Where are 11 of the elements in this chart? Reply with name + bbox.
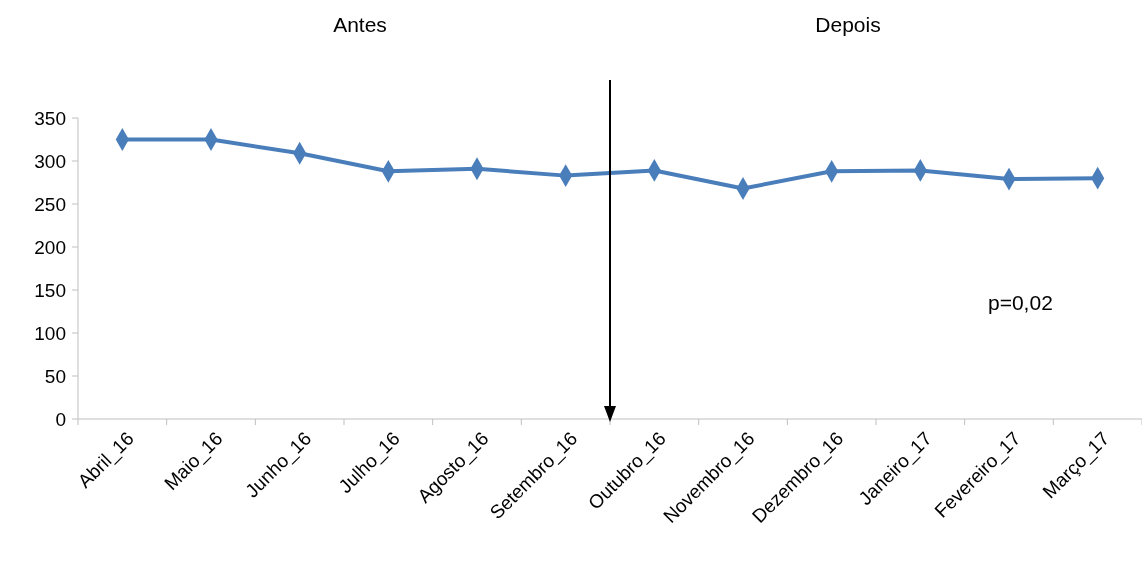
annotation: p=0,02 — [988, 291, 1053, 314]
y-tick-label: 50 — [44, 365, 66, 387]
y-tick-label: 150 — [34, 279, 66, 301]
y-tick-label: 250 — [34, 193, 66, 215]
y-tick-label: 100 — [34, 322, 66, 344]
y-tick-label: 200 — [34, 236, 66, 258]
y-tick-label: 350 — [34, 107, 66, 129]
text: Antes — [333, 13, 387, 36]
y-tick-label: 0 — [55, 408, 66, 430]
y-tick-label: 300 — [34, 150, 66, 172]
text: Depois — [815, 13, 881, 36]
